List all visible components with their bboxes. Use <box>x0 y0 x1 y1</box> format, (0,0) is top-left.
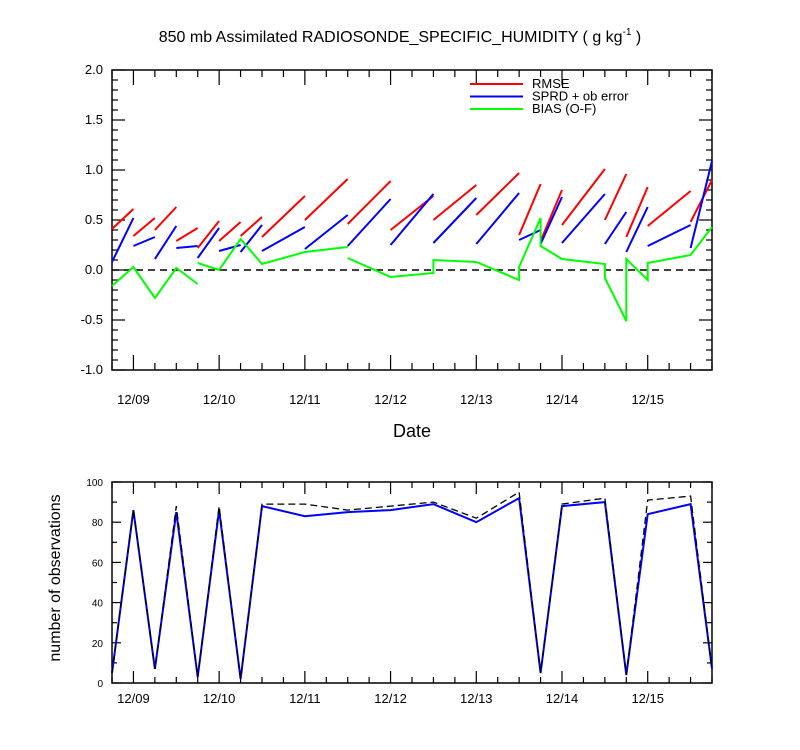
rmse-chart-x-tick-label: 12/14 <box>546 392 579 407</box>
bias-o-f-line <box>197 237 348 272</box>
rmse-line <box>111 208 135 230</box>
rmse-line <box>603 173 628 221</box>
sprd-ob-error-line <box>154 225 178 260</box>
rmse-line <box>518 183 542 236</box>
sprd-ob-error-line <box>518 229 542 241</box>
sprd-ob-error-line <box>432 197 478 244</box>
sprd-ob-error-line <box>475 192 520 245</box>
rmse-line <box>625 186 649 238</box>
rmse-line <box>647 190 692 227</box>
chart-title-suffix: ) <box>631 29 641 46</box>
rmse-line <box>432 184 477 221</box>
sprd-ob-error-line <box>218 244 241 252</box>
rmse-chart-x-tick-label: 12/09 <box>117 392 150 407</box>
obs-chart-frame <box>111 481 713 684</box>
y-axis-label-observations: number of observations <box>47 494 64 661</box>
rmse-chart: 12/09 12/10 12/11 12/12 12/13 12/14 12/15 -1.0 -… <box>81 62 713 407</box>
obs-chart-y-tick-label: 0 <box>97 679 103 690</box>
obs-chart-y-tick-label: 100 <box>86 478 103 489</box>
obs-chart-y-tick-label: 20 <box>92 639 104 650</box>
rmse-line <box>561 168 606 226</box>
sprd-ob-error-line <box>689 160 713 249</box>
bias-o-f-line <box>111 265 199 300</box>
sprd-ob-error-line <box>239 224 263 253</box>
sprd-ob-error-line <box>647 224 692 247</box>
legend-label: SPRD + ob error <box>532 89 629 104</box>
rmse-chart-y-tick-label: 1.0 <box>85 162 103 177</box>
sprd-ob-error-line <box>304 214 349 250</box>
rmse-chart-y-tick-label: 2.0 <box>85 62 103 77</box>
sprd-ob-error-line <box>539 196 563 245</box>
possible-observations-line <box>111 491 713 680</box>
x-axis-label: Date <box>393 421 431 441</box>
sprd-ob-error-line <box>561 193 606 244</box>
rmse-chart-x-tick-label: 12/11 <box>289 392 321 407</box>
rmse-chart-y-tick-label: 1.5 <box>85 112 103 127</box>
obs-chart-y-tick-label: 40 <box>92 599 104 610</box>
sprd-ob-error-line <box>133 236 156 247</box>
rmse-line <box>475 172 520 216</box>
sprd-ob-error-line <box>625 206 649 253</box>
sprd-ob-error-line <box>604 211 628 245</box>
observation-count-chart: 12/09 12/10 12/11 12/12 12/13 12/14 12/15 0 20 40… <box>86 478 713 706</box>
rmse-line <box>304 178 349 221</box>
obs-chart-x-tick-label: 12/12 <box>374 691 407 706</box>
rmse-chart-frame <box>111 69 713 371</box>
obs-chart-y-tick-label: 60 <box>92 558 104 569</box>
bias-o-f-line <box>347 217 713 322</box>
chart-title-main: 850 mb Assimilated RADIOSONDE_SPECIFIC_H… <box>159 29 623 46</box>
rmse-chart-y-tick-label: -0.5 <box>81 312 103 327</box>
rmse-line <box>132 217 156 237</box>
sprd-ob-error-line <box>346 198 392 247</box>
rmse-line <box>175 227 199 242</box>
legend-label: RMSE <box>532 76 570 91</box>
rmse-line <box>261 195 306 238</box>
obs-chart-x-tick-label: 12/14 <box>546 691 579 706</box>
rmse-line <box>218 221 242 242</box>
rmse-line <box>539 189 563 242</box>
obs-chart-x-tick-label: 12/15 <box>631 691 664 706</box>
rmse-chart-x-tick-label: 12/15 <box>631 392 664 407</box>
rmse-chart-x-tick-label: 12/13 <box>460 392 493 407</box>
obs-chart-x-tick-label: 12/13 <box>460 691 493 706</box>
rmse-line <box>154 206 178 231</box>
sprd-ob-error-line <box>176 245 198 249</box>
sprd-ob-error-line <box>196 227 220 259</box>
legend-label: BIAS (O-F) <box>532 101 596 116</box>
rmse-line <box>346 180 392 225</box>
sprd-ob-error-line <box>111 217 135 263</box>
sprd-ob-error-line <box>389 193 435 246</box>
sprd-ob-error-line <box>261 226 306 252</box>
obs-chart-x-tick-label: 12/09 <box>117 691 150 706</box>
chart-title-exponent: -1 <box>623 27 632 38</box>
obs-chart-x-tick-label: 12/10 <box>203 691 236 706</box>
rmse-chart-y-tick-label: 0.5 <box>85 212 103 227</box>
rmse-line <box>239 216 263 237</box>
rmse-chart-y-tick-label: 0.0 <box>85 262 103 277</box>
obs-chart-y-tick-label: 80 <box>92 518 104 529</box>
rmse-chart-x-tick-label: 12/10 <box>203 392 236 407</box>
obs-chart-x-tick-label: 12/11 <box>289 691 321 706</box>
rmse-chart-x-tick-label: 12/12 <box>374 392 407 407</box>
rmse-chart-y-tick-label: -1.0 <box>81 362 103 377</box>
chart-title: 850 mb Assimilated RADIOSONDE_SPECIFIC_H… <box>159 27 642 46</box>
rmse-line <box>196 220 220 249</box>
